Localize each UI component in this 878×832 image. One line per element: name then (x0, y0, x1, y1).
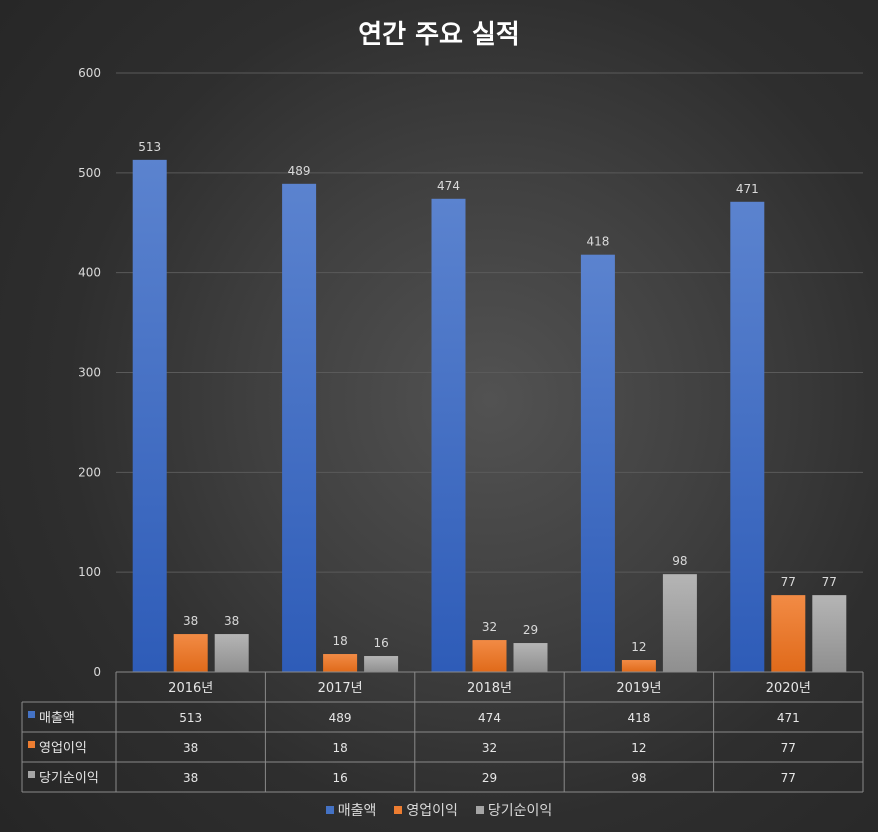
bar-2-5 (771, 595, 806, 672)
table-cell: 471 (777, 711, 800, 725)
bar-1-4 (580, 254, 615, 673)
legend-label: 당기순이익 (487, 803, 553, 819)
bars (132, 159, 847, 673)
table-cell: 513 (179, 711, 202, 725)
bar-2-4 (621, 660, 656, 672)
bar-2-2 (323, 654, 358, 672)
x-tick-label: 2017년 (318, 681, 363, 696)
table-cell: 12 (631, 741, 646, 755)
data-label: 29 (523, 623, 538, 637)
data-label: 489 (288, 164, 311, 178)
data-label: 471 (736, 182, 759, 196)
y-axis-tick-labels: 0 100 200 300 400 500 600 (78, 66, 101, 679)
table-cell: 77 (781, 771, 796, 785)
data-label: 38 (224, 614, 239, 628)
data-label: 12 (631, 640, 646, 654)
table-cell: 418 (627, 711, 650, 725)
x-tick-label: 2020년 (766, 681, 811, 696)
data-label: 77 (781, 575, 796, 589)
bar-3-1 (214, 634, 249, 672)
data-label: 16 (373, 636, 388, 650)
data-labels: 513 38 38 489 18 16 474 32 29 418 12 98 471 77 77 (138, 140, 837, 654)
table-cell: 77 (781, 741, 796, 755)
x-tick-label: 2018년 (467, 681, 512, 696)
x-tick-label: 2016년 (168, 681, 213, 696)
y-tick-label: 300 (78, 366, 101, 380)
table-cell: 98 (631, 771, 646, 785)
y-tick-label: 0 (93, 665, 101, 679)
y-tick-label: 100 (78, 565, 101, 579)
data-label: 77 (822, 575, 837, 589)
bar-1-3 (431, 198, 466, 673)
data-label: 18 (332, 634, 347, 648)
y-tick-label: 200 (78, 465, 101, 479)
table-cell: 32 (482, 741, 497, 755)
legend-item: 영업이익 (394, 800, 458, 820)
table-cell: 16 (332, 771, 347, 785)
bar-1-5 (730, 201, 765, 672)
legend: 매출액 영업이익 당기순이익 (0, 800, 878, 820)
bar-2-3 (472, 640, 507, 672)
data-label: 32 (482, 620, 497, 634)
bar-1-2 (282, 183, 317, 672)
chart-title: 연간 주요 실적 (358, 20, 520, 50)
data-label: 474 (437, 179, 460, 193)
legend-item: 매출액 (325, 800, 377, 820)
table-cell: 489 (329, 711, 352, 725)
legend-swatch (394, 806, 403, 814)
table-series-swatch (28, 771, 35, 778)
legend-label: 매출액 (337, 803, 377, 819)
bar-3-2 (364, 656, 399, 672)
y-tick-label: 400 (78, 266, 101, 280)
table-cell: 474 (478, 711, 501, 725)
table-cell: 29 (482, 771, 497, 785)
table-cell: 38 (183, 771, 198, 785)
data-label: 38 (183, 614, 198, 628)
y-tick-label: 500 (78, 166, 101, 180)
bar-2-1 (173, 634, 208, 672)
y-tick-label: 600 (78, 66, 101, 80)
gridlines (116, 72, 863, 573)
x-tick-label: 2019년 (616, 681, 661, 696)
bar-3-3 (513, 643, 548, 672)
table-series-swatch (28, 741, 35, 748)
bar-1-1 (132, 159, 167, 673)
legend-swatch (325, 806, 334, 814)
table-series-name: 당기순이익 (39, 771, 99, 786)
table-cell: 38 (183, 741, 198, 755)
data-label: 98 (672, 554, 687, 568)
data-label: 418 (586, 235, 609, 249)
table-series-name: 영업이익 (39, 741, 87, 756)
bar-3-4 (662, 574, 697, 672)
bar-3-5 (812, 595, 847, 672)
table-series-swatch (28, 711, 35, 718)
legend-label: 영업이익 (406, 803, 458, 819)
legend-item: 당기순이익 (475, 800, 553, 820)
legend-swatch (475, 806, 484, 814)
data-label: 513 (138, 140, 161, 154)
table-series-name: 매출액 (39, 711, 75, 726)
table-cell: 18 (332, 741, 347, 755)
